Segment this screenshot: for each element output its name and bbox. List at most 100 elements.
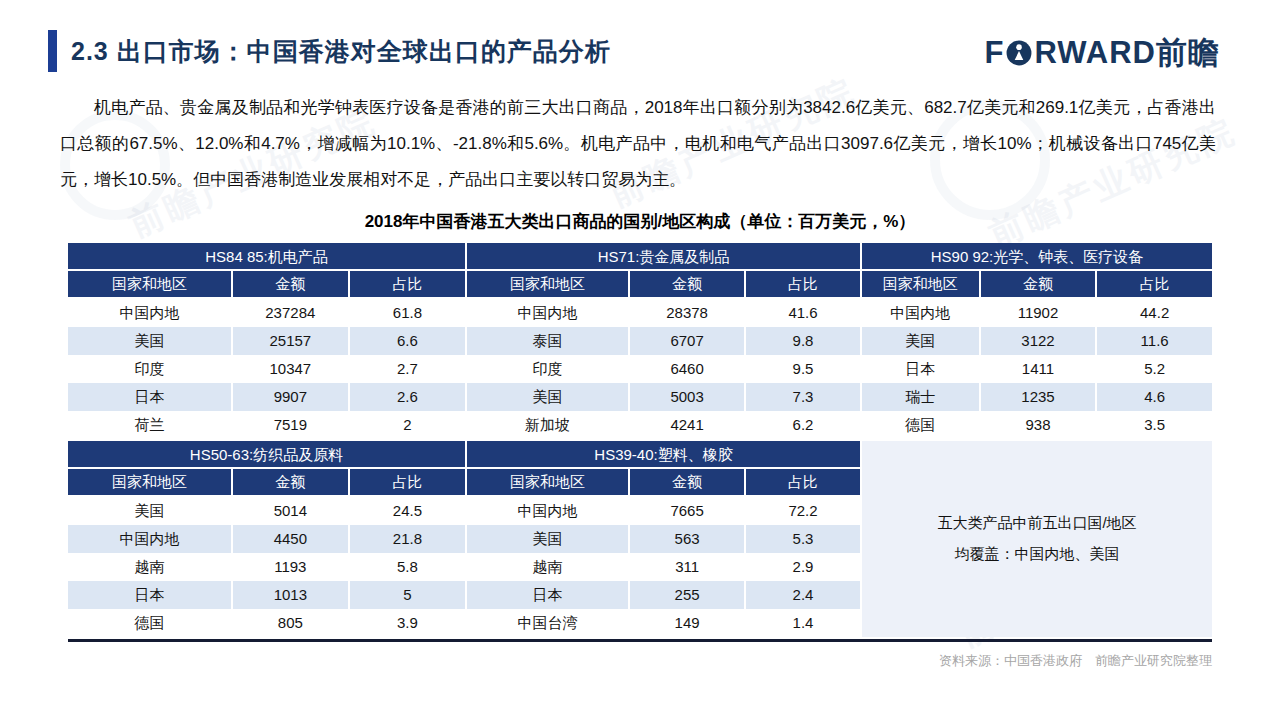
table-cell: 2 [348,411,465,439]
table-cell: 3122 [979,327,1096,355]
table-cell: 5.2 [1095,355,1212,383]
table-cell: 中国内地 [68,299,231,327]
table-cell: 中国台湾 [467,609,628,637]
table-row: 德国8053.9 [68,609,465,637]
table-row: 德国9383.5 [862,411,1212,439]
column-header: 占比 [348,469,465,495]
column-header-row: 国家和地区金额占比 [68,469,465,497]
table-row: 中国内地1190244.2 [862,299,1212,327]
table-row: 越南11935.8 [68,553,465,581]
table-cell: 德国 [862,411,979,439]
table-cell: 泰国 [467,327,628,355]
column-header: 金额 [231,469,348,495]
table-cell: 日本 [68,383,231,411]
column-header: 金额 [628,469,744,495]
table-cell: 25157 [231,327,348,355]
table-cell: 中国内地 [862,299,979,327]
column-header: 占比 [348,271,465,297]
table-cell: 美国 [68,327,231,355]
table-cell: 149 [628,609,744,637]
title-accent-bar [48,30,57,72]
table-row: 瑞士12354.6 [862,383,1212,411]
table-row: 印度64609.5 [467,355,860,383]
table-cell: 瑞士 [862,383,979,411]
column-header: 金额 [979,271,1096,297]
table-cell: 美国 [862,327,979,355]
table-cell: 9.8 [744,327,860,355]
column-header-row: 国家和地区金额占比 [467,271,860,299]
table-cell: 荷兰 [68,411,231,439]
table-row: 印度103472.7 [68,355,465,383]
table-precious-metals: HS71:贵金属及制品国家和地区金额占比中国内地2837841.6泰国67079… [467,243,860,439]
column-header: 国家和地区 [467,469,628,495]
table-cell: 越南 [68,553,231,581]
table-cell: 新加坡 [467,411,628,439]
title-block: 2.3 出口市场：中国香港对全球出口的产品分析 [48,30,611,72]
table-cell: 中国内地 [467,497,628,525]
table-row: 日本99072.6 [68,383,465,411]
table-cell: 61.8 [348,299,465,327]
table-group-header: HS39-40:塑料、橡胶 [467,441,860,469]
table-row: 新加坡42416.2 [467,411,860,439]
logo-text-suffix: RWARD前瞻 [1034,32,1220,74]
table-cell: 5.8 [348,553,465,581]
note-line-1: 五大类产品中前五出口国/地区 [937,514,1136,533]
lighthouse-o-icon [1004,39,1034,67]
column-header: 金额 [628,271,744,297]
table-row: 中国内地766572.2 [467,497,860,525]
table-cell: 美国 [467,383,628,411]
table-row: 中国台湾1491.4 [467,609,860,637]
table-cell: 中国内地 [467,299,628,327]
table-cell: 2.9 [744,553,860,581]
column-header-row: 国家和地区金额占比 [68,271,465,299]
table-cell: 21.8 [348,525,465,553]
table-cell: 41.6 [744,299,860,327]
table-cell: 255 [628,581,744,609]
table-bottom-border [68,639,1212,642]
table-cell: 6460 [628,355,744,383]
table-cell: 11.6 [1095,327,1212,355]
table-cell: 237284 [231,299,348,327]
table-cell: 24.5 [348,497,465,525]
table-row: 美国251576.6 [68,327,465,355]
logo-text-prefix: F [985,35,1005,71]
report-page: 前瞻产业研究院 前瞻产业研究院 前瞻产业研究院 前瞻产业研究院 前瞻产业研究院 … [0,0,1280,705]
table-plastics-rubber: HS39-40:塑料、橡胶国家和地区金额占比中国内地766572.2美国5635… [467,441,860,637]
source-note: 资料来源：中国香港政府 前瞻产业研究院整理 [68,652,1212,670]
table-row: 美国312211.6 [862,327,1212,355]
forward-logo: F RWARD前瞻 [985,32,1220,74]
table-row: 中国内地445021.8 [68,525,465,553]
table-cell: 德国 [68,609,231,637]
table-row: 泰国67079.8 [467,327,860,355]
table-optical-watches-medical: HS90 92:光学、钟表、医疗设备国家和地区金额占比中国内地1190244.2… [862,243,1212,439]
table-cell: 5.3 [744,525,860,553]
table-cell: 6.6 [348,327,465,355]
summary-note-box: 五大类产品中前五出口国/地区 均覆盖：中国内地、美国 [862,441,1212,637]
column-header-row: 国家和地区金额占比 [862,271,1212,299]
table-textiles: HS50-63:纺织品及原料国家和地区金额占比美国501424.5中国内地445… [68,441,465,637]
table-cell: 7.3 [744,383,860,411]
table-cell: 5014 [231,497,348,525]
table-row: 越南3112.9 [467,553,860,581]
table-cell: 日本 [862,355,979,383]
table-cell: 1411 [979,355,1096,383]
table-cell: 美国 [467,525,628,553]
column-header: 国家和地区 [68,469,231,495]
table-cell: 美国 [68,497,231,525]
table-title: 2018年中国香港五大类出口商品的国别/地区构成（单位：百万美元，%） [68,210,1212,233]
table-cell: 6.2 [744,411,860,439]
table-cell: 44.2 [1095,299,1212,327]
table-cell: 3.5 [1095,411,1212,439]
table-row: 日本2552.4 [467,581,860,609]
table-cell: 1235 [979,383,1096,411]
tables-grid: HS84 85:机电产品国家和地区金额占比中国内地23728461.8美国251… [68,243,1212,637]
column-header: 占比 [744,469,860,495]
table-cell: 4450 [231,525,348,553]
column-header: 占比 [744,271,860,297]
column-header-row: 国家和地区金额占比 [467,469,860,497]
column-header: 国家和地区 [68,271,231,297]
table-cell: 1013 [231,581,348,609]
table-cell: 日本 [467,581,628,609]
table-row: 美国50037.3 [467,383,860,411]
table-electromechanical: HS84 85:机电产品国家和地区金额占比中国内地23728461.8美国251… [68,243,465,439]
